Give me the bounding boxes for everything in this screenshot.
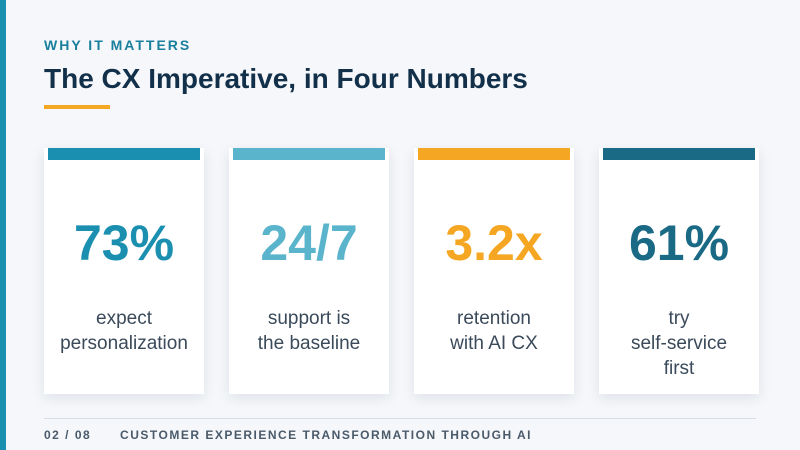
stat-label: try self-service first	[605, 306, 753, 381]
stat-label: expect personalization	[50, 306, 198, 356]
stat-value: 61%	[628, 215, 730, 271]
title-underline	[44, 105, 110, 109]
page-number: 02 / 08	[44, 428, 92, 442]
stat-label: support is the baseline	[235, 306, 383, 356]
card-top-bar	[418, 148, 570, 160]
stat-label-line: retention	[457, 308, 531, 329]
card-top-bar	[603, 148, 755, 160]
stat-value: 3.2x	[445, 215, 543, 271]
deck-title: CUSTOMER EXPERIENCE TRANSFORMATION THROU…	[120, 428, 533, 442]
stat-label-line: expect	[96, 308, 152, 329]
stat-label-line: the baseline	[257, 333, 361, 354]
stat-label-line: with AI CX	[450, 333, 538, 354]
stat-card: 3.2x retention with AI CX	[414, 148, 574, 394]
stat-label-line: personalization	[60, 333, 188, 354]
slide-title: The CX Imperative, in Four Numbers	[44, 63, 528, 94]
stat-value: 24/7	[260, 215, 358, 271]
footer-divider	[44, 418, 756, 419]
stat-cards: 73% expect personalization 24/7 support …	[44, 148, 759, 394]
stat-value: 73%	[73, 215, 175, 271]
card-top-bar	[48, 148, 200, 160]
stat-card: 73% expect personalization	[44, 148, 204, 394]
stat-label: retention with AI CX	[420, 306, 568, 356]
card-top-bar	[233, 148, 385, 160]
footer: 02 / 08 CUSTOMER EXPERIENCE TRANSFORMATI…	[44, 428, 532, 442]
stat-label-line: first	[663, 358, 695, 379]
left-accent-bar	[0, 0, 6, 450]
stat-label-line: try	[668, 308, 690, 329]
eyebrow-label: WHY IT MATTERS	[44, 37, 192, 53]
stat-label-line: support is	[267, 308, 351, 329]
stat-card: 24/7 support is the baseline	[229, 148, 389, 394]
stat-card: 61% try self-service first	[599, 148, 759, 394]
stat-label-line: self-service	[630, 333, 728, 354]
